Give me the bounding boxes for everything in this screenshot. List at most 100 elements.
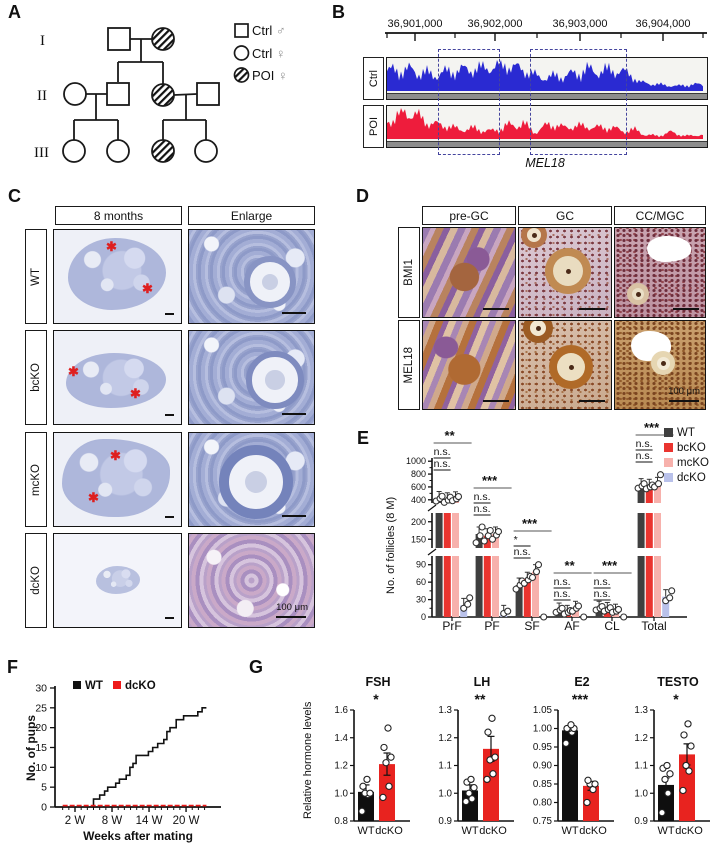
hormone-chart-lh: LH ** 0.9 1.0 1.1 1.2 1.3 WT dcKO (438, 675, 514, 837)
ovary-section-dcko (53, 533, 182, 628)
follicle (651, 351, 675, 375)
legend-female-symbol (233, 45, 250, 61)
svg-text:0.90: 0.90 (533, 761, 553, 772)
ihc-bmi1-pre-gc (422, 227, 516, 318)
svg-text:dcKO: dcKO (579, 825, 607, 837)
svg-text:1.2: 1.2 (634, 733, 648, 744)
scale-bar (673, 307, 699, 310)
svg-text:***: *** (602, 558, 618, 573)
svg-text:25: 25 (35, 702, 47, 714)
coordinate-tick: 36,902,000 (467, 18, 523, 30)
scale-bar (579, 307, 605, 310)
gene-label: MEL18 (525, 156, 565, 170)
pup-count-chart: 0 5 10 15 20 25 30 2 W 8 W 14 W 20 W Weeks after ma… (25, 668, 245, 846)
svg-text:0.85: 0.85 (533, 779, 553, 790)
follicle (627, 283, 649, 305)
poi-coverage-track (386, 105, 708, 148)
pedigree-male-II-2 (196, 82, 220, 106)
svg-text:FSH: FSH (366, 675, 391, 689)
ovary-enlarge-mcko (188, 432, 315, 527)
pedigree-female-III-3 (194, 139, 218, 163)
pedigree-female-II (63, 82, 87, 106)
svg-text:1.1: 1.1 (634, 761, 648, 772)
svg-text:dcKO: dcKO (677, 472, 706, 484)
ctrl-track-label: Ctrl (363, 57, 384, 100)
scale-bar (483, 307, 509, 310)
ihc-mel18-gc (518, 320, 612, 410)
svg-text:WT: WT (85, 680, 103, 692)
ovary-enlarge-dcko: 100 μm (188, 533, 315, 628)
svg-text:SF: SF (524, 619, 539, 633)
svg-text:30: 30 (416, 595, 426, 605)
legend-poi-symbol (233, 67, 250, 83)
legend-male-symbol (234, 23, 249, 38)
svg-text:***: *** (522, 516, 538, 531)
svg-text:2 W: 2 W (65, 815, 86, 827)
hormone-chart-ylabel: Relative hormone levels (302, 701, 314, 819)
svg-text:n.s.: n.s. (474, 491, 491, 503)
svg-text:No. of pups: No. of pups (25, 715, 38, 781)
follicle (246, 351, 304, 409)
svg-text:n.s.: n.s. (554, 576, 571, 588)
ihc-mel18-cc-mgc: 100 μm (614, 320, 706, 410)
svg-text:LH: LH (474, 675, 491, 689)
column-header-cc-mgc: CC/MGC (614, 206, 706, 225)
svg-text:n.s.: n.s. (554, 588, 571, 600)
legend-ctrl-male: Ctrl ♂ (252, 23, 286, 38)
column-header-pre-gc: pre-GC (422, 206, 516, 225)
pedigree-diagram: I II III Ctrl ♂ Ctrl ♀ POI ♀ (34, 23, 288, 163)
row-label-mel18: MEL18 (398, 320, 420, 410)
svg-text:1.6: 1.6 (334, 705, 348, 716)
panel-d-label: D (356, 186, 369, 206)
svg-text:0.9: 0.9 (438, 816, 452, 827)
hormone-chart-fsh: FSH * 0.8 1.0 1.2 1.4 1.6 WT dcKO (334, 675, 410, 837)
svg-text:0.95: 0.95 (533, 742, 553, 753)
track-baseline (387, 141, 707, 147)
svg-text:WT: WT (561, 825, 578, 837)
svg-text:1.3: 1.3 (634, 705, 648, 716)
svg-text:600: 600 (411, 482, 426, 492)
svg-text:n.s.: n.s. (594, 576, 611, 588)
row-label-mcko: mcKO (25, 432, 47, 527)
poi-track-label: POI (363, 105, 384, 148)
svg-text:90: 90 (416, 560, 426, 570)
scale-bar (282, 311, 306, 314)
scale-bar (669, 399, 699, 402)
svg-text:1.2: 1.2 (334, 761, 348, 772)
row-label-dcko: dcKO (25, 533, 47, 628)
svg-text:0: 0 (421, 612, 426, 622)
legend-ctrl-female: Ctrl ♀ (252, 46, 286, 61)
svg-text:*: * (514, 534, 518, 546)
follicle (521, 228, 547, 248)
svg-text:***: *** (482, 473, 498, 488)
scale-bar (579, 399, 605, 402)
svg-text:TESTO: TESTO (657, 675, 699, 689)
generation-III-label: III (34, 145, 49, 161)
scale-bar (282, 412, 306, 415)
follicle-count-chart: No. of follicles (8 M) 0 30 60 90 150 200 400 6… (385, 423, 720, 663)
column-header-enlarge: Enlarge (188, 206, 315, 225)
svg-text:n.s.: n.s. (514, 546, 531, 558)
svg-text:1.0: 1.0 (438, 788, 452, 799)
scale-bar (276, 615, 306, 618)
svg-text:0.80: 0.80 (533, 798, 553, 809)
pedigree-male-I (107, 27, 131, 51)
svg-text:PF: PF (484, 619, 499, 633)
ihc-mel18-pre-gc (422, 320, 516, 410)
svg-text:WT: WT (657, 825, 674, 837)
svg-text:1.2: 1.2 (438, 733, 452, 744)
svg-text:n.s.: n.s. (434, 458, 451, 470)
pedigree-male-II (106, 82, 130, 106)
svg-text:n.s.: n.s. (636, 450, 653, 462)
highlight-region-1 (438, 49, 500, 155)
asterisk-icon: ✱ (106, 239, 117, 254)
svg-text:0.9: 0.9 (634, 816, 648, 827)
row-label-bmi1: BMI1 (398, 227, 420, 318)
svg-text:1000: 1000 (406, 456, 426, 466)
asterisk-icon: ✱ (110, 448, 121, 463)
svg-text:15: 15 (35, 742, 47, 754)
svg-text:n.s.: n.s. (434, 446, 451, 458)
generation-I-label: I (40, 33, 45, 49)
scale-bar (483, 399, 509, 402)
